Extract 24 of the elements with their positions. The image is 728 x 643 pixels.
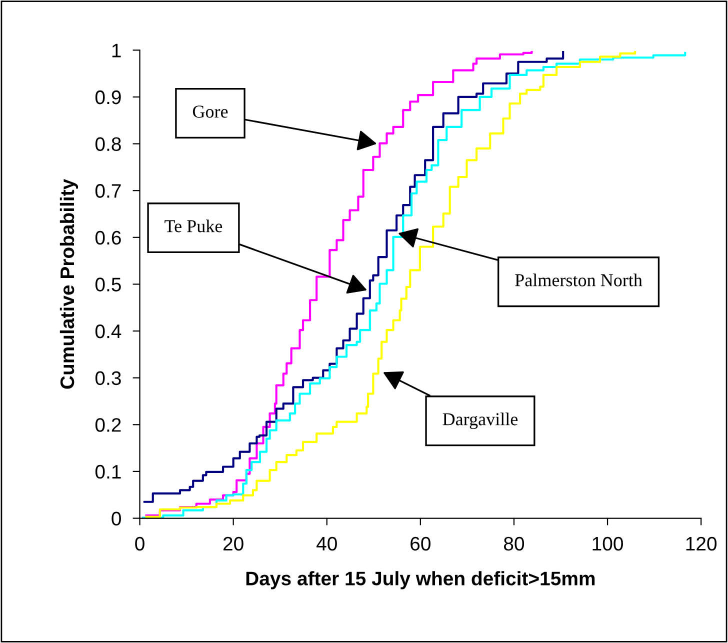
x-tick-label: 60 (410, 536, 430, 551)
x-tick-label: 80 (504, 536, 524, 551)
annotation: Gore (192, 106, 228, 118)
x-tick-label: 20 (223, 536, 244, 551)
y-tick-label: 0.3 (95, 371, 121, 386)
y-tick-label: 0.1 (95, 464, 121, 479)
y-tick-label: 0.7 (95, 184, 121, 198)
y-tick-label: 0.6 (95, 230, 121, 245)
annotation: Dargaville (442, 412, 518, 430)
y-tick-label: 0.9 (95, 90, 121, 104)
y-axis-title: Cumulative Probability (60, 178, 78, 389)
y-tick-label: 0.5 (95, 278, 121, 292)
y-tick-label: 1 (112, 44, 121, 58)
y-tick-label: 0.2 (95, 418, 121, 432)
x-axis-title: Days after 15 July when deficit>15mm (246, 571, 595, 590)
x-tick-label: 0 (135, 536, 144, 551)
annotation: Te Puke (164, 220, 222, 232)
y-tick-label: 0.4 (95, 324, 122, 338)
y-tick-label: 0.8 (95, 137, 121, 152)
y-tick-label: 0 (112, 512, 121, 526)
x-tick-label: 40 (316, 536, 337, 551)
annotation: Palmerston North (515, 274, 642, 286)
x-tick-label: 100 (592, 536, 623, 551)
x-tick-label: 120 (686, 536, 717, 551)
